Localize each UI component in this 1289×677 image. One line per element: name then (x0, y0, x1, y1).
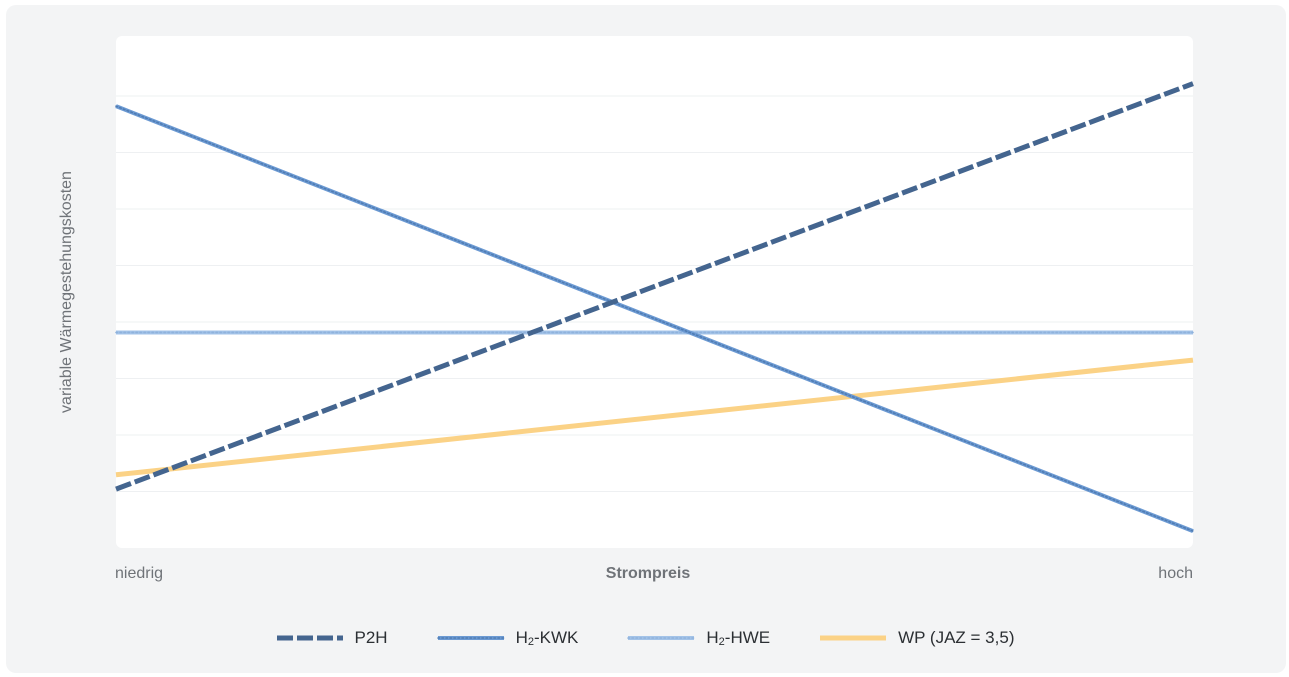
legend-swatch-h2-kwk (436, 636, 505, 640)
legend-item-p2h: P2H (275, 628, 388, 648)
series-line-wp-jaz-3-5 (115, 357, 1194, 478)
legend: P2H H2-KWK H2-HWE WP (JAZ = 3,5) (0, 628, 1289, 648)
legend-swatch-wp (820, 635, 887, 641)
legend-item-wp: WP (JAZ = 3,5) (818, 628, 1014, 648)
series-lines (115, 81, 1194, 533)
x-tick-high: hoch (1158, 565, 1193, 582)
series-line-wp-jaz-3-5-path (115, 357, 1194, 478)
grid-lines (116, 95, 1193, 492)
series-line-p2h (115, 81, 1194, 492)
legend-label-h2-kwk: H2-KWK (515, 628, 579, 648)
x-tick-low: niedrig (115, 565, 164, 582)
series-line-h-kwk (115, 104, 1194, 533)
legend-label-wp: WP (JAZ = 3,5) (898, 628, 1015, 647)
series-line-p2h-path (115, 81, 1194, 492)
legend-swatch-p2h (276, 635, 343, 641)
series-line-h-kwk-dots (115, 105, 1194, 532)
legend-item-h2-hwe: H2-HWE (626, 628, 770, 648)
legend-item-h2-kwk: H2-KWK (436, 628, 579, 648)
y-axis-label: variable Wärmegestehungskosten (58, 171, 75, 413)
legend-label-h2-hwe: H2-HWE (706, 628, 771, 648)
plot-area (116, 36, 1193, 548)
legend-label-p2h: P2H (354, 628, 388, 647)
x-axis-label: Strompreis (605, 565, 691, 582)
legend-swatch-h2-hwe (627, 636, 696, 640)
